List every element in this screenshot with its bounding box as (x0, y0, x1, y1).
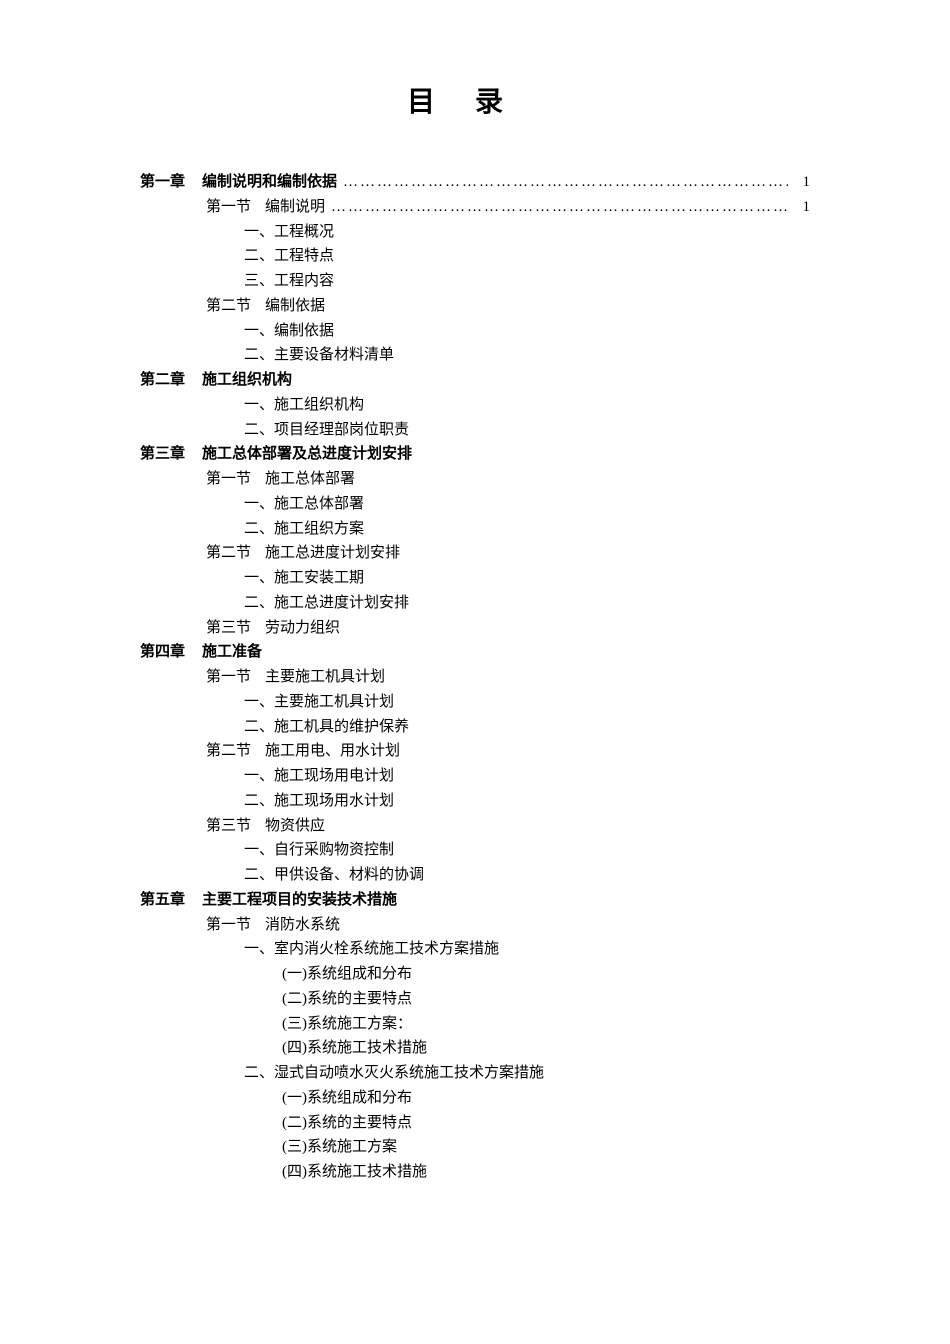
toc-subitem: (四)系统施工技术措施 (140, 1160, 810, 1185)
chapter-label: 第二章 (140, 368, 202, 393)
section-title: 施工总进度计划安排 (265, 541, 400, 566)
toc-item: 二、施工机具的维护保养 (140, 715, 810, 740)
section-title: 编制依据 (265, 294, 325, 319)
chapter-row: 第二章 施工组织机构 (140, 368, 810, 393)
section-row: 第二节 施工用电、用水计划 (140, 739, 810, 764)
toc-subitem: (一)系统组成和分布 (140, 1086, 810, 1111)
chapter-title: 主要工程项目的安装技术措施 (202, 888, 397, 913)
section-row: 第一节 施工总体部署 (140, 467, 810, 492)
section-label: 第三节 (206, 814, 251, 839)
section-row: 第三节 物资供应 (140, 814, 810, 839)
toc-item: 二、施工总进度计划安排 (140, 591, 810, 616)
chapter-title: 编制说明和编制依据 (202, 170, 337, 195)
page-number: 1 (794, 170, 810, 195)
leader-dots (343, 170, 788, 195)
leader-dots (331, 195, 788, 220)
toc-item: 一、编制依据 (140, 319, 810, 344)
section-label: 第三节 (206, 616, 251, 641)
section-label: 第一节 (206, 195, 251, 220)
section-title: 物资供应 (265, 814, 325, 839)
toc-item: 一、室内消火栓系统施工技术方案措施 (140, 937, 810, 962)
section-row: 第一节 主要施工机具计划 (140, 665, 810, 690)
table-of-contents: 第一章 编制说明和编制依据 1 第一节 编制说明 1 一、工程概况 二、工程特点… (140, 170, 810, 1185)
chapter-row: 第三章 施工总体部署及总进度计划安排 (140, 442, 810, 467)
toc-subitem: (二)系统的主要特点 (140, 987, 810, 1012)
toc-item: 一、施工现场用电计划 (140, 764, 810, 789)
section-label: 第一节 (206, 665, 251, 690)
toc-item: 二、甲供设备、材料的协调 (140, 863, 810, 888)
chapter-title: 施工组织机构 (202, 368, 292, 393)
toc-item: 二、湿式自动喷水灭火系统施工技术方案措施 (140, 1061, 810, 1086)
toc-item: 二、主要设备材料清单 (140, 343, 810, 368)
section-row: 第三节 劳动力组织 (140, 616, 810, 641)
toc-item: 二、工程特点 (140, 244, 810, 269)
chapter-row: 第四章 施工准备 (140, 640, 810, 665)
toc-subitem: (三)系统施工方案： (140, 1012, 810, 1037)
section-title: 编制说明 (265, 195, 325, 220)
chapter-title: 施工总体部署及总进度计划安排 (202, 442, 412, 467)
toc-item: 三、工程内容 (140, 269, 810, 294)
toc-item: 一、施工总体部署 (140, 492, 810, 517)
section-label: 第二节 (206, 294, 251, 319)
section-label: 第一节 (206, 467, 251, 492)
toc-subitem: (一)系统组成和分布 (140, 962, 810, 987)
section-row: 第二节 施工总进度计划安排 (140, 541, 810, 566)
toc-subitem: (三)系统施工方案 (140, 1135, 810, 1160)
section-row: 第一节 编制说明 1 (140, 195, 810, 220)
section-title: 劳动力组织 (265, 616, 340, 641)
section-title: 施工用电、用水计划 (265, 739, 400, 764)
document-title: 目录 (140, 80, 810, 120)
toc-item: 一、施工安装工期 (140, 566, 810, 591)
toc-item: 二、施工组织方案 (140, 517, 810, 542)
toc-subitem: (四)系统施工技术措施 (140, 1036, 810, 1061)
chapter-label: 第三章 (140, 442, 202, 467)
toc-subitem: (二)系统的主要特点 (140, 1111, 810, 1136)
toc-item: 一、自行采购物资控制 (140, 838, 810, 863)
toc-item: 二、施工现场用水计划 (140, 789, 810, 814)
chapter-label: 第四章 (140, 640, 202, 665)
section-label: 第二节 (206, 739, 251, 764)
toc-item: 二、项目经理部岗位职责 (140, 418, 810, 443)
section-title: 消防水系统 (265, 913, 340, 938)
section-label: 第一节 (206, 913, 251, 938)
section-row: 第二节 编制依据 (140, 294, 810, 319)
page-number: 1 (794, 195, 810, 220)
section-label: 第二节 (206, 541, 251, 566)
toc-item: 一、施工组织机构 (140, 393, 810, 418)
chapter-title: 施工准备 (202, 640, 262, 665)
section-title: 施工总体部署 (265, 467, 355, 492)
chapter-label: 第五章 (140, 888, 202, 913)
toc-item: 一、主要施工机具计划 (140, 690, 810, 715)
section-title: 主要施工机具计划 (265, 665, 385, 690)
toc-item: 一、工程概况 (140, 220, 810, 245)
chapter-row: 第五章 主要工程项目的安装技术措施 (140, 888, 810, 913)
section-row: 第一节 消防水系统 (140, 913, 810, 938)
chapter-label: 第一章 (140, 170, 202, 195)
chapter-row: 第一章 编制说明和编制依据 1 (140, 170, 810, 195)
